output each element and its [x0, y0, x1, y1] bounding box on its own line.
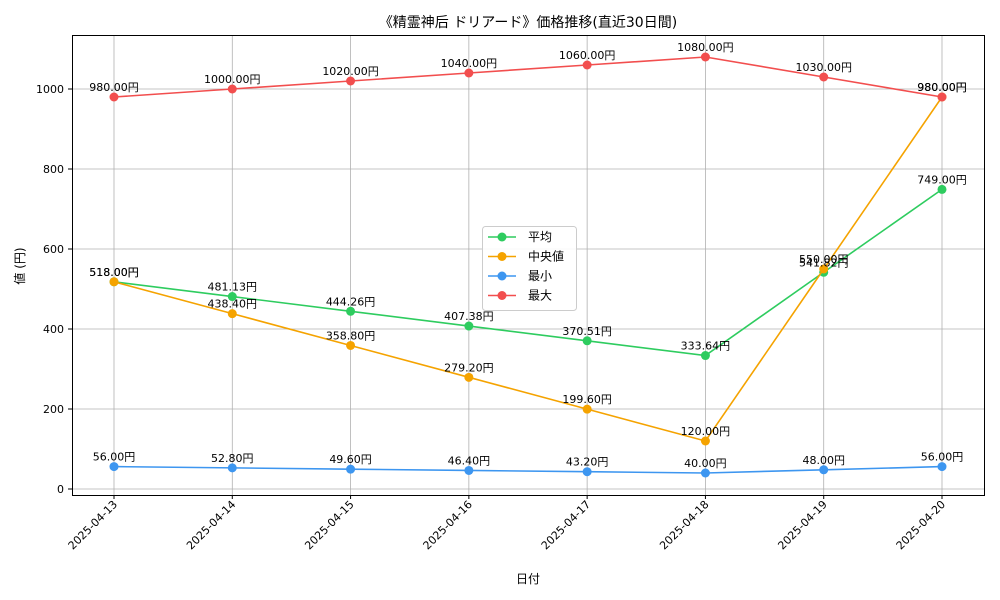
- x-tick-label: 2025-04-13: [66, 498, 120, 552]
- data-point: [700, 351, 710, 361]
- series-line: [113, 188, 943, 357]
- x-tick-label: 2025-04-17: [539, 498, 593, 552]
- data-label: 40.00円: [684, 457, 727, 470]
- data-label: 1020.00円: [322, 65, 379, 78]
- data-point: [819, 72, 829, 82]
- data-label: 980.00円: [917, 81, 967, 94]
- data-point: [819, 264, 829, 274]
- grid: [72, 35, 984, 495]
- legend-marker: [497, 252, 507, 261]
- data-point: [582, 467, 592, 477]
- data-label: 550.00円: [799, 253, 849, 266]
- data-point: [700, 436, 710, 446]
- data-point: [582, 336, 592, 346]
- data-point: [346, 76, 356, 86]
- series-line: [113, 96, 943, 442]
- x-axis-label: 日付: [516, 572, 540, 586]
- legend-label: 平均: [528, 230, 552, 244]
- data-label: 56.00円: [93, 451, 136, 464]
- legend-box: [482, 226, 577, 311]
- data-point: [464, 68, 474, 78]
- data-point: [582, 404, 592, 414]
- chart-title: 《精霊神后 ドリアード》価格推移(直近30日間): [379, 14, 677, 31]
- data-label: 444.26円: [326, 295, 376, 308]
- data-label: 407.38円: [444, 310, 494, 323]
- data-point: [346, 306, 356, 316]
- data-point: [937, 462, 947, 472]
- data-label: 279.20円: [444, 361, 494, 374]
- data-label: 1030.00円: [795, 61, 852, 74]
- y-axis-label: 値 (円): [12, 247, 27, 284]
- data-point: [346, 464, 356, 474]
- data-label: 48.00円: [802, 454, 845, 467]
- data-label: 43.20円: [566, 456, 609, 469]
- series-lines: [109, 52, 947, 478]
- data-point: [464, 321, 474, 331]
- data-label: 1060.00円: [559, 49, 616, 62]
- series-line: [113, 465, 943, 474]
- data-label: 980.00円: [89, 81, 139, 94]
- series-line: [113, 56, 943, 98]
- y-tick-label: 0: [57, 483, 64, 496]
- data-point: [937, 184, 947, 194]
- data-point: [109, 92, 119, 102]
- data-label: 358.80円: [326, 329, 376, 342]
- data-point: [700, 52, 710, 62]
- data-point: [227, 309, 237, 319]
- y-tick-label: 200: [43, 403, 64, 416]
- data-point: [464, 372, 474, 382]
- data-point: [227, 292, 237, 302]
- y-tick-label: 800: [43, 163, 64, 176]
- x-tick-label: 2025-04-20: [894, 498, 948, 552]
- x-tick-label: 2025-04-15: [302, 498, 356, 552]
- data-label: 199.60円: [562, 393, 612, 406]
- data-label: 749.00円: [917, 173, 967, 186]
- data-point: [464, 465, 474, 475]
- data-label: 438.40円: [208, 298, 258, 311]
- data-point: [109, 277, 119, 287]
- data-label: 49.60円: [329, 453, 372, 466]
- y-tick-label: 400: [43, 323, 64, 336]
- y-tick-label: 600: [43, 243, 64, 256]
- data-label: 120.00円: [681, 425, 731, 438]
- data-label: 1000.00円: [204, 73, 261, 86]
- y-tick-label: 1000: [36, 83, 64, 96]
- data-label: 518.00円: [89, 266, 139, 279]
- data-labels: 518.00円 481.13円 444.26円 407.38円 370.51円 333.6…: [89, 41, 967, 470]
- data-label: 518.00円: [89, 266, 139, 279]
- legend-label: 最小: [528, 269, 552, 283]
- legend-marker: [497, 232, 507, 242]
- data-label: 1040.00円: [441, 57, 498, 70]
- data-point: [346, 340, 356, 350]
- data-label: 1080.00円: [677, 41, 734, 54]
- data-label: 481.13円: [208, 281, 258, 294]
- legend-marker: [497, 291, 507, 300]
- data-label: 333.64円: [681, 340, 731, 353]
- legend-marker: [497, 271, 507, 281]
- data-label: 541.82円: [799, 256, 849, 269]
- data-label: 56.00円: [921, 451, 964, 464]
- data-label: 980.00円: [917, 81, 967, 94]
- x-tick-label: 2025-04-19: [775, 498, 829, 552]
- legend-label: 最大: [528, 289, 552, 303]
- x-tick-label: 2025-04-16: [421, 498, 475, 552]
- data-label: 52.80円: [211, 452, 254, 465]
- legend-label: 中央値: [528, 249, 564, 264]
- data-point: [582, 60, 592, 70]
- x-tick-label: 2025-04-18: [657, 498, 711, 552]
- data-point: [937, 92, 947, 102]
- data-label: 370.51円: [562, 325, 612, 338]
- data-point: [227, 84, 237, 94]
- data-point: [819, 465, 829, 475]
- data-point: [227, 463, 237, 473]
- x-tick-label: 2025-04-14: [184, 498, 238, 552]
- data-label: 46.40円: [448, 454, 491, 467]
- data-point: [109, 462, 119, 472]
- data-point: [700, 468, 710, 478]
- plot-area-frame: [72, 35, 985, 496]
